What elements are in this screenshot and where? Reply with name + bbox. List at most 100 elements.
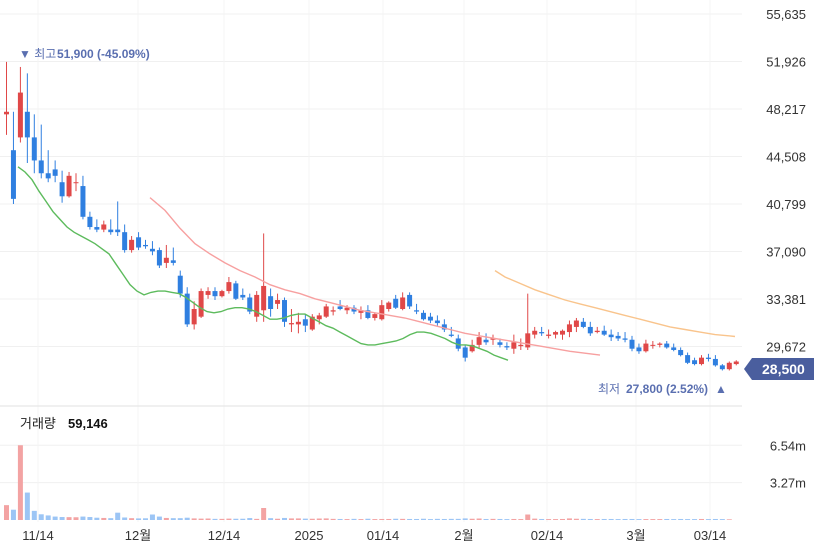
volume-bar <box>601 518 607 520</box>
candle-body <box>657 343 663 345</box>
candle-body <box>504 346 510 348</box>
volume-bar <box>163 517 169 520</box>
x-tick-label: 03/14 <box>694 528 727 542</box>
x-tick-label: 3월 <box>626 528 645 542</box>
volume-bar <box>316 518 322 520</box>
candle-body <box>622 338 628 340</box>
volume-bar <box>678 518 684 520</box>
volume-bar <box>414 518 420 520</box>
volume-bar <box>497 518 503 520</box>
volume-bar <box>309 518 315 520</box>
volume-grid <box>0 444 742 484</box>
candle-body <box>73 182 79 184</box>
candle-body <box>309 316 315 330</box>
moving-average-short <box>17 166 509 361</box>
volume-bar <box>393 518 399 520</box>
volume-bar <box>115 512 121 520</box>
candle-body <box>184 293 190 325</box>
volume-bar <box>358 519 364 520</box>
volume-bar <box>441 518 447 520</box>
current-price-tag: 28,500 <box>744 358 814 380</box>
candle-body <box>247 297 253 312</box>
candle-body <box>302 319 308 326</box>
candle-body <box>295 321 301 325</box>
volume-bar <box>302 518 308 520</box>
volume-bar <box>427 519 433 520</box>
volume-bar <box>671 519 677 520</box>
candle-body <box>421 312 426 320</box>
volume-bar <box>219 518 225 520</box>
volume-bar <box>344 519 350 520</box>
volume-bar <box>295 518 301 520</box>
volume-bar <box>469 518 475 520</box>
volume-bar <box>587 518 593 520</box>
candle-body <box>532 330 538 335</box>
candle-body <box>87 216 93 228</box>
volume-bar <box>233 518 239 520</box>
volume-bar <box>170 518 176 520</box>
candle-body <box>149 248 155 252</box>
candle-body <box>372 314 378 318</box>
candle-body <box>664 343 670 348</box>
volume-bar <box>462 518 468 520</box>
current-price-label: 28,500 <box>762 361 805 377</box>
candle-body <box>650 344 656 346</box>
volume-bar <box>699 518 704 520</box>
candle-body <box>101 224 107 230</box>
volume-bar <box>511 518 517 520</box>
volume-bar <box>476 518 482 520</box>
volume-bar <box>38 514 44 520</box>
volume-bar <box>73 517 79 520</box>
volume-bar <box>66 517 72 520</box>
volume-bar <box>525 514 531 520</box>
volume-bar <box>400 518 406 520</box>
candle-body <box>685 355 691 363</box>
candle-body <box>643 343 649 352</box>
volume-bar <box>532 518 538 520</box>
candle-body <box>476 337 482 345</box>
volume-bar <box>129 518 135 520</box>
y-tick-label: 29,672 <box>766 340 806 355</box>
volume-bar <box>177 518 183 520</box>
volume-bar <box>149 514 155 520</box>
current-price-tag-bg <box>744 358 814 380</box>
low-annotation: 최저 27,800 (2.52%) ▲ <box>598 382 727 396</box>
candle-body <box>546 334 552 336</box>
volume-bar <box>448 518 454 520</box>
candle-body <box>497 342 503 345</box>
low-annotation-prefix: 최저 <box>598 382 620 396</box>
candle-body <box>490 338 496 340</box>
x-grid <box>37 0 711 522</box>
candle-body <box>52 169 58 176</box>
volume-pane <box>4 445 732 520</box>
candle-body <box>219 291 225 297</box>
volume-bar <box>323 518 329 520</box>
x-tick-label: 11/14 <box>22 528 54 542</box>
candle-body <box>212 291 218 297</box>
volume-bar <box>379 518 385 520</box>
candle-body <box>573 320 579 327</box>
candle-body <box>518 344 524 347</box>
volume-bar <box>365 518 371 520</box>
x-tick-label: 2025 <box>295 528 324 542</box>
candle-body <box>365 310 371 318</box>
volume-bar <box>122 517 128 520</box>
y-axis: 55,635 51,926 48,217 44,508 40,799 37,090 33,3… <box>766 7 806 491</box>
volume-bar <box>573 518 579 520</box>
candle-body <box>400 297 406 310</box>
volume-bar <box>490 518 496 520</box>
price-pane <box>4 61 739 371</box>
volume-bar <box>45 515 51 520</box>
volume-bar <box>560 518 565 520</box>
candle-body <box>337 306 343 310</box>
candle-body <box>122 232 128 251</box>
volume-bar <box>136 518 142 520</box>
volume-bar <box>275 518 281 520</box>
candle-body <box>511 342 517 349</box>
volume-bar <box>212 518 218 520</box>
candle-body <box>629 339 635 349</box>
candle-body <box>316 315 322 320</box>
candle-body <box>163 257 169 263</box>
y-tick-label: 51,926 <box>766 55 806 70</box>
